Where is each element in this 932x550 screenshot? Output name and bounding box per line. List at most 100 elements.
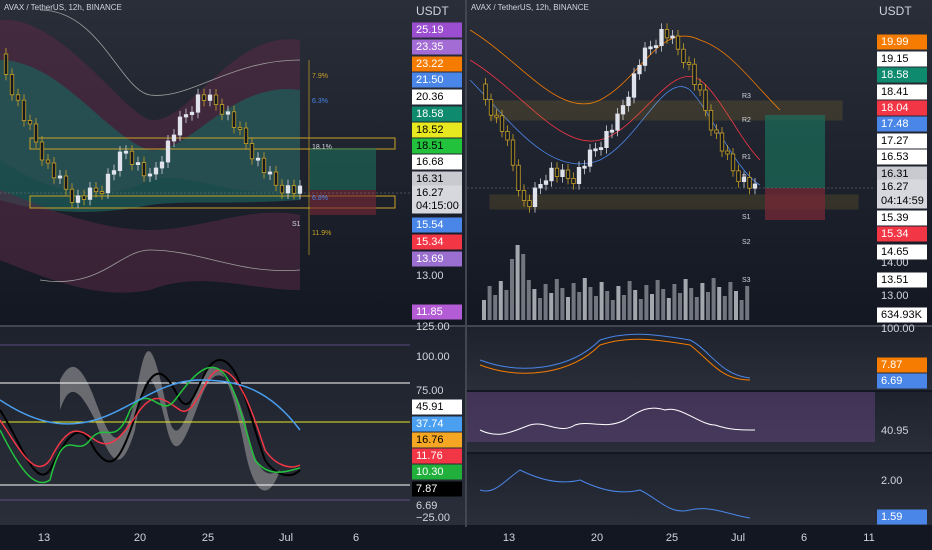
pivot-label: P: [742, 174, 747, 181]
candle: [153, 167, 159, 175]
candle: [213, 94, 219, 106]
price-badge: [412, 39, 462, 55]
axis-currency: USDT: [879, 4, 912, 18]
price-badge: [412, 154, 462, 170]
candle: [297, 185, 303, 194]
price-badge: [412, 416, 462, 432]
time-axis: [0, 527, 932, 550]
osc-line: [0, 358, 301, 477]
volume-bar: [498, 281, 503, 320]
volume-bar: [599, 282, 604, 320]
long-stop: [310, 190, 376, 215]
left-osc-pane: [0, 327, 465, 525]
price-label: 75.00: [416, 385, 444, 397]
candle: [111, 170, 117, 175]
osc-line: [0, 379, 301, 431]
x-label: 25: [202, 532, 214, 544]
candle: [741, 176, 747, 182]
volume-bar: [605, 291, 610, 320]
osc-line: [0, 369, 301, 468]
osc-line: [479, 407, 756, 435]
price-label: 15.34: [881, 228, 909, 240]
candle: [261, 157, 267, 173]
candle: [273, 171, 279, 186]
candle: [87, 187, 93, 200]
price-label: 04:14:59: [881, 195, 924, 207]
price-badge: [412, 198, 462, 214]
price-label: 16.68: [416, 156, 444, 168]
candle: [521, 189, 527, 201]
candle: [626, 96, 631, 106]
zone: [29, 137, 396, 150]
candle: [609, 129, 615, 133]
volume-bar: [622, 295, 626, 320]
price-label: 16.31: [416, 173, 444, 185]
candle: [135, 162, 141, 166]
band: [0, 60, 300, 212]
volume-bar: [745, 286, 750, 320]
price-label: 16.76: [416, 434, 444, 446]
price-label: 21.50: [416, 74, 444, 86]
long-target: [765, 115, 825, 188]
candle: [532, 187, 538, 208]
volume-bar: [689, 288, 694, 320]
price-badge: [412, 56, 462, 72]
candle: [538, 183, 543, 189]
candle: [516, 164, 521, 191]
candle: [81, 195, 87, 200]
candle: [117, 151, 123, 172]
candle: [648, 46, 653, 50]
price-label: 18.58: [416, 108, 444, 120]
candle: [279, 184, 285, 194]
price-label: 17.48: [881, 118, 909, 130]
candle: [219, 104, 225, 115]
volume-bar: [571, 283, 576, 320]
candle: [267, 171, 273, 175]
ma: [469, 59, 761, 161]
candle: [69, 188, 75, 203]
volume-bar: [717, 287, 722, 320]
band-line: [39, 9, 301, 96]
volume-bar: [521, 254, 526, 320]
candle: [642, 47, 648, 66]
x-label: 6: [801, 532, 807, 544]
price-badge: [412, 481, 462, 497]
candle: [488, 99, 494, 116]
price-label: 14.65: [881, 246, 909, 258]
volume-bar: [532, 289, 537, 320]
osc-line: [479, 338, 751, 381]
price-label: 10.30: [416, 466, 444, 478]
price-badge: [877, 166, 927, 182]
candle: [141, 162, 147, 177]
candle: [105, 173, 111, 194]
osc-line: [0, 366, 301, 484]
candle: [189, 111, 195, 115]
candle: [560, 169, 565, 177]
price-label: 45.91: [416, 401, 444, 413]
candle: [9, 74, 15, 96]
price-badge: [877, 193, 927, 209]
annotation: 18.1%: [312, 144, 332, 151]
candle: [195, 94, 201, 113]
candle: [692, 63, 697, 85]
right-osc1-pane: [467, 327, 932, 390]
price-badge: [877, 272, 927, 288]
candle: [165, 140, 171, 163]
annotation: 6.3%: [312, 98, 328, 105]
price-label: 13.00: [881, 290, 909, 302]
price-badge: [877, 133, 927, 149]
price-label: 16.27: [416, 187, 444, 199]
candle: [21, 99, 27, 121]
candle: [543, 180, 549, 185]
zone: [29, 195, 396, 209]
price-label: 20.36: [416, 91, 444, 103]
x-label: 13: [38, 532, 50, 544]
candle: [225, 111, 231, 115]
volume-bar: [734, 291, 738, 320]
pivot-label: S2: [742, 239, 751, 246]
price-badge: [412, 448, 462, 464]
x-label: 13: [503, 532, 515, 544]
volume-bar: [582, 278, 587, 320]
x-label: 11: [863, 532, 874, 544]
price-badge: [877, 179, 927, 195]
